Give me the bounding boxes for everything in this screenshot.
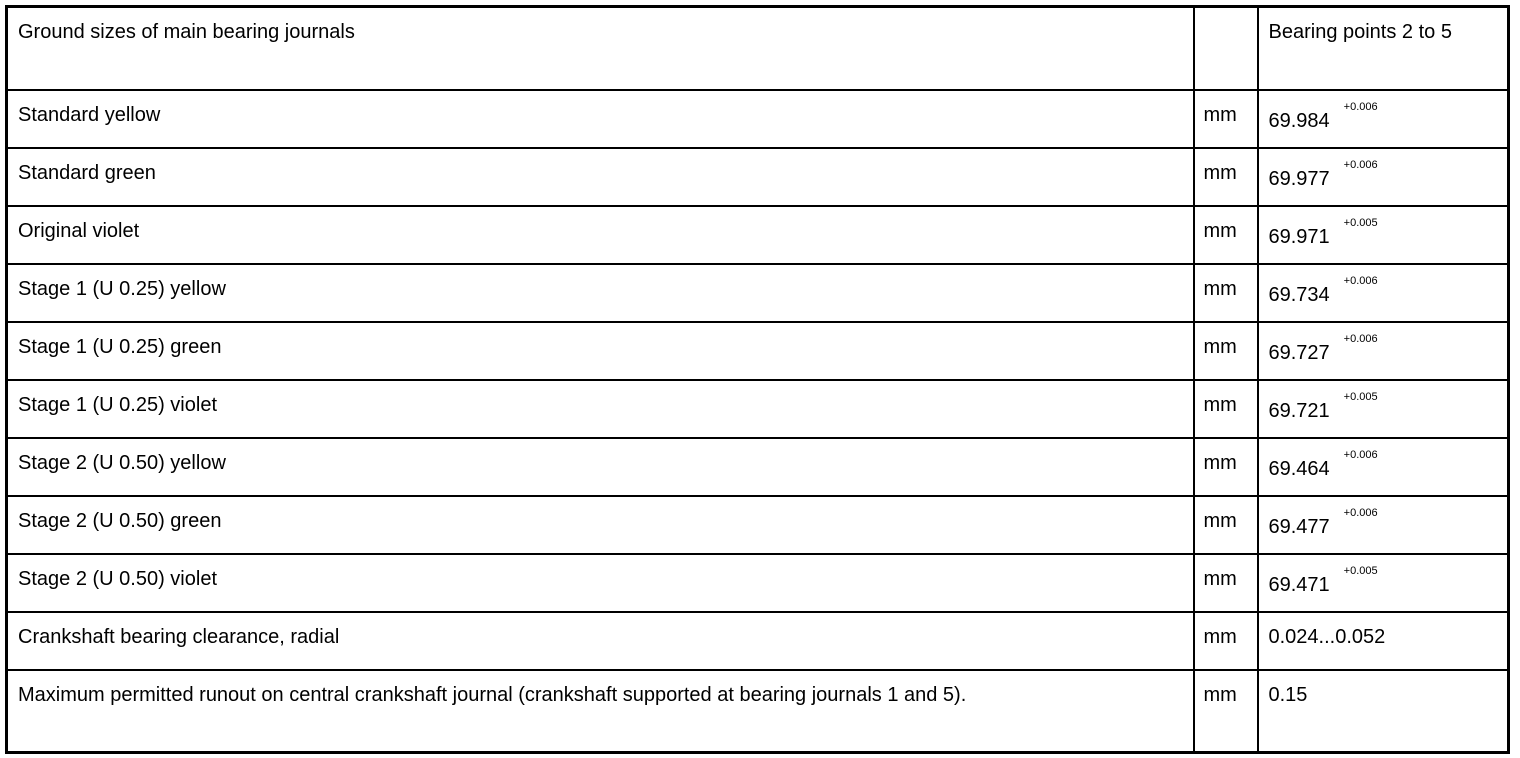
- row-label: Stage 1 (U 0.25) yellow: [5, 262, 1195, 323]
- row-value-cell: 69.984 +0.006: [1256, 88, 1510, 149]
- header-value: Bearing points 2 to 5: [1256, 5, 1510, 91]
- table-header-row: Ground sizes of main bearing journals Be…: [5, 5, 1510, 91]
- header-unit: [1192, 5, 1259, 91]
- table-row: Standard yellow mm 69.984 +0.006: [5, 88, 1510, 149]
- table-row: Stage 2 (U 0.50) violet mm 69.471 +0.005: [5, 552, 1510, 613]
- row-value: 69.727: [1268, 341, 1330, 364]
- row-unit: mm: [1192, 610, 1259, 671]
- row-label: Stage 2 (U 0.50) violet: [5, 552, 1195, 613]
- table-row: Stage 2 (U 0.50) yellow mm 69.464 +0.006: [5, 436, 1510, 497]
- row-value-cell: 69.977 +0.006: [1256, 146, 1510, 207]
- row-unit: mm: [1192, 262, 1259, 323]
- row-label: Stage 2 (U 0.50) green: [5, 494, 1195, 555]
- row-unit: mm: [1192, 494, 1259, 555]
- row-label: Stage 1 (U 0.25) green: [5, 320, 1195, 381]
- row-label: Stage 1 (U 0.25) violet: [5, 378, 1195, 439]
- row-tolerance: +0.006: [1343, 506, 1378, 519]
- table-row: Standard green mm 69.977 +0.006: [5, 146, 1510, 207]
- row-unit: mm: [1192, 436, 1259, 497]
- row-value: 69.977: [1268, 167, 1330, 190]
- table-row: Maximum permitted runout on central cran…: [5, 668, 1510, 754]
- row-tolerance: +0.005: [1343, 216, 1378, 229]
- row-tolerance: +0.006: [1343, 448, 1378, 461]
- row-value-cell: 69.721 +0.005: [1256, 378, 1510, 439]
- table-row: Stage 1 (U 0.25) violet mm 69.721 +0.005: [5, 378, 1510, 439]
- row-tolerance: +0.006: [1343, 158, 1378, 171]
- row-unit: mm: [1192, 320, 1259, 381]
- row-value: 69.464: [1268, 457, 1330, 480]
- row-value: 0.024...0.052: [1256, 610, 1510, 671]
- bearing-journal-table: Ground sizes of main bearing journals Be…: [5, 5, 1510, 754]
- row-value: 69.984: [1268, 109, 1330, 132]
- row-tolerance: +0.006: [1343, 332, 1378, 345]
- table-row: Crankshaft bearing clearance, radial mm 0.…: [5, 610, 1510, 671]
- row-unit: mm: [1192, 378, 1259, 439]
- table-row: Stage 2 (U 0.50) green mm 69.477 +0.006: [5, 494, 1510, 555]
- table-row: Stage 1 (U 0.25) green mm 69.727 +0.006: [5, 320, 1510, 381]
- row-value-cell: 69.734 +0.006: [1256, 262, 1510, 323]
- row-unit: mm: [1192, 146, 1259, 207]
- row-tolerance: +0.006: [1343, 274, 1378, 287]
- row-tolerance: +0.005: [1343, 390, 1378, 403]
- table-row: Original violet mm 69.971 +0.005: [5, 204, 1510, 265]
- row-label: Stage 2 (U 0.50) yellow: [5, 436, 1195, 497]
- row-tolerance: +0.006: [1343, 100, 1378, 113]
- row-unit: mm: [1192, 552, 1259, 613]
- row-value-cell: 69.727 +0.006: [1256, 320, 1510, 381]
- header-label: Ground sizes of main bearing journals: [5, 5, 1195, 91]
- row-value-cell: 69.971 +0.005: [1256, 204, 1510, 265]
- row-value: 69.471: [1268, 573, 1330, 596]
- row-label: Original violet: [5, 204, 1195, 265]
- row-label: Standard green: [5, 146, 1195, 207]
- row-unit: mm: [1192, 88, 1259, 149]
- row-value-cell: 69.464 +0.006: [1256, 436, 1510, 497]
- row-tolerance: +0.005: [1343, 564, 1378, 577]
- row-label: Maximum permitted runout on central cran…: [5, 668, 1195, 754]
- row-value-cell: 69.471 +0.005: [1256, 552, 1510, 613]
- row-label: Standard yellow: [5, 88, 1195, 149]
- row-value: 69.721: [1268, 399, 1330, 422]
- row-unit: mm: [1192, 204, 1259, 265]
- row-value-cell: 69.477 +0.006: [1256, 494, 1510, 555]
- row-value: 69.734: [1268, 283, 1330, 306]
- table-row: Stage 1 (U 0.25) yellow mm 69.734 +0.006: [5, 262, 1510, 323]
- row-unit: mm: [1192, 668, 1259, 754]
- row-value: 69.477: [1268, 515, 1330, 538]
- row-value: 0.15: [1256, 668, 1510, 754]
- row-value: 69.971: [1268, 225, 1330, 248]
- row-label: Crankshaft bearing clearance, radial: [5, 610, 1195, 671]
